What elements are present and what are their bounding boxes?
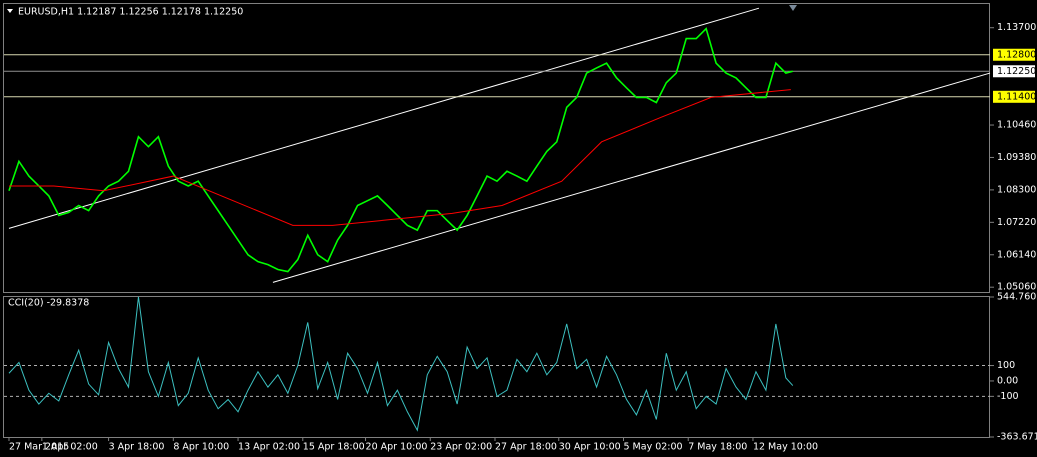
y-tick-label: 1.07220 <box>997 217 1036 228</box>
main-window <box>3 3 990 293</box>
y-tick-label: 1.13700 <box>997 22 1036 33</box>
y-tick-label: 1.06140 <box>997 249 1036 260</box>
y-tick-label: 1.05060 <box>997 282 1036 293</box>
x-tick-label: 5 May 02:00 <box>623 442 682 453</box>
shift-marker <box>789 5 797 11</box>
x-tick-label: 3 Apr 18:00 <box>109 442 165 453</box>
y-tick-label: -100 <box>997 391 1019 402</box>
price-line <box>8 27 794 273</box>
y-tick-label: 1.10460 <box>997 120 1036 131</box>
price-label-box <box>993 65 1035 78</box>
price-label: 1.12250 <box>997 66 1036 77</box>
x-tick-label: 8 Apr 10:00 <box>173 442 229 453</box>
y-tick-label: 1.09380 <box>997 152 1036 163</box>
x-tick-label: 27 Apr 18:00 <box>495 442 557 453</box>
y-tick-label: -363.6717 <box>997 432 1037 443</box>
menu-arrow <box>7 9 13 13</box>
trend-line <box>272 72 991 283</box>
cci-line <box>8 296 794 432</box>
y-tick-label: 100 <box>997 360 1015 371</box>
price-label-box <box>993 48 1035 61</box>
chart-title: EURUSD,H1 1.12187 1.12256 1.12178 1.1225… <box>18 7 243 18</box>
trend-line <box>8 7 760 229</box>
x-tick-label: 7 May 18:00 <box>688 442 747 453</box>
x-tick-label: 1 Apr 02:00 <box>42 442 98 453</box>
price-label: 1.12800 <box>997 49 1036 60</box>
x-tick-label: 12 May 10:00 <box>753 442 818 453</box>
x-tick-label: 20 Apr 10:00 <box>366 442 428 453</box>
x-tick-label: 13 Apr 02:00 <box>238 442 300 453</box>
y-tick-label: 544.7602 <box>997 292 1037 303</box>
price-label: 1.11400 <box>997 91 1036 102</box>
cci-window <box>3 296 990 438</box>
x-tick-label: 27 Mar 2015 <box>9 442 69 453</box>
price-label-box <box>993 90 1035 103</box>
y-tick-label: 1.08300 <box>997 184 1036 195</box>
x-tick-label: 30 Apr 10:00 <box>559 442 621 453</box>
cci-title: CCI(20) -29.8378 <box>8 298 89 309</box>
x-tick-label: 23 Apr 02:00 <box>430 442 492 453</box>
y-tick-label: 0.00 <box>997 375 1018 386</box>
x-tick-label: 15 Apr 18:00 <box>303 442 365 453</box>
price-line <box>8 89 791 226</box>
